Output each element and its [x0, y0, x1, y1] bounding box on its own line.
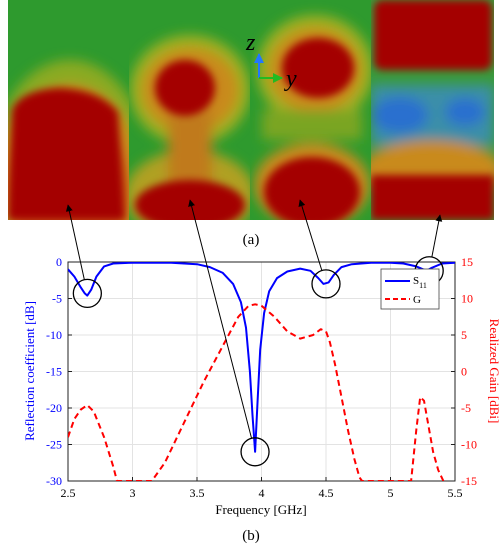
y-axis-label: Reflection coefficient [dB]: [22, 301, 37, 441]
pointer-arrow-4: [431, 214, 443, 258]
triad-z-label: z: [245, 30, 256, 56]
marker-circle-1: [72, 278, 102, 309]
pointer-arrow-1: [65, 204, 85, 280]
pointer-arrow-2: [188, 199, 253, 439]
field-map-3: [250, 0, 371, 220]
y-tick-label: -20: [46, 401, 62, 415]
legend-g-label: G: [413, 294, 421, 306]
y-tick-label: -30: [46, 474, 62, 488]
ticks: 2.5 3 3.5 4 4.5 5 5.5 0 -5 -10 -15 -20 -25 -30 15 10 5 0 -…: [46, 255, 477, 500]
y2-tick-label: -15: [461, 474, 477, 488]
x-tick-label: 3.5: [190, 486, 205, 500]
x-tick-label: 4.5: [319, 486, 334, 500]
gain-line: [68, 303, 445, 481]
grid: [68, 262, 455, 481]
field-map-2: [129, 0, 250, 220]
x-tick-label: 3: [130, 486, 136, 500]
y-tick-label: -15: [46, 365, 62, 379]
x-tick-label: 5.5: [448, 486, 463, 500]
y-tick-label: -10: [46, 328, 62, 342]
x-tick-label: 5: [388, 486, 394, 500]
legend: S11 G: [380, 268, 440, 310]
y2-axis-label: Realized Gain [dBi]: [487, 319, 502, 424]
field-map-4: [371, 0, 494, 220]
series: [68, 262, 455, 481]
y-tick-label: -5: [52, 292, 62, 306]
caption-b: (b): [242, 528, 260, 544]
axes-triad: z y: [245, 30, 297, 92]
y2-tick-label: 5: [461, 328, 467, 342]
y2-tick-label: 0: [461, 365, 467, 379]
y-tick-label: -25: [46, 438, 62, 452]
legend-s11-name: S: [413, 275, 419, 287]
y-tick-label: 0: [56, 255, 62, 269]
triad-y-label: y: [284, 66, 297, 92]
arrows: [65, 199, 443, 439]
x-axis-label: Frequency [GHz]: [215, 502, 306, 517]
marker-circle-3: [311, 269, 341, 299]
y2-tick-label: 10: [461, 292, 473, 306]
field-map-1: [8, 0, 129, 220]
caption-a: (a): [243, 232, 260, 248]
chart: 2.5 3 3.5 4 4.5 5 5.5 0 -5 -10 -15 -20 -25 -30 15 10 5 0 -…: [22, 199, 502, 517]
legend-box: [380, 268, 440, 310]
legend-s11-label: S11: [413, 275, 427, 290]
marker-circle-2: [240, 437, 270, 467]
x-tick-label: 2.5: [61, 486, 76, 500]
x-tick-label: 4: [259, 486, 265, 500]
y2-tick-label: -5: [461, 401, 471, 415]
legend-s11-sub: 11: [419, 281, 427, 290]
s11-line: [68, 262, 455, 453]
y2-tick-label: 15: [461, 255, 473, 269]
y2-tick-label: -10: [461, 438, 477, 452]
pointer-arrow-3: [298, 199, 323, 271]
